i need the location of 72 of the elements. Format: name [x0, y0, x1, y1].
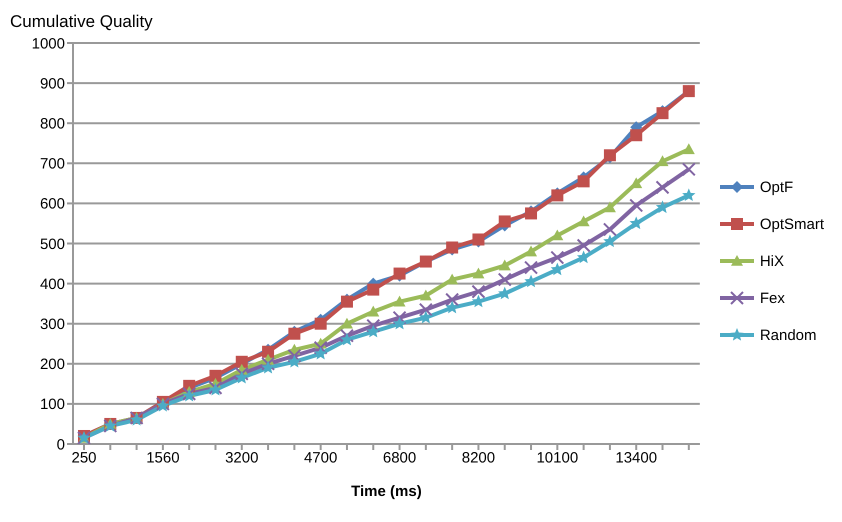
point	[498, 272, 512, 287]
point	[630, 129, 642, 142]
x-tick-label: 3200	[225, 450, 258, 467]
point	[630, 216, 643, 230]
y-tick-label: 0	[56, 436, 65, 454]
point	[682, 188, 696, 202]
point	[603, 234, 617, 248]
point	[340, 332, 354, 346]
point	[682, 162, 696, 176]
point	[445, 292, 460, 307]
point	[392, 316, 406, 330]
legend-label: OptF	[760, 178, 794, 196]
x-axis-title: Time (ms)	[351, 483, 422, 500]
y-tick-label: 200	[40, 356, 65, 374]
point	[576, 250, 590, 264]
x-tick-label: 10100	[536, 450, 578, 467]
point	[419, 310, 433, 324]
point	[604, 201, 616, 212]
point	[472, 233, 484, 246]
point	[287, 348, 302, 363]
point	[602, 222, 617, 236]
point	[420, 290, 432, 300]
y-tick-label: 100	[40, 396, 65, 414]
x-tick-label: 4700	[304, 450, 338, 467]
point	[288, 354, 302, 368]
point	[682, 143, 695, 154]
y-tick-label: 700	[40, 156, 65, 173]
legend-label: Random	[760, 326, 817, 344]
point	[550, 250, 564, 265]
point	[367, 284, 380, 296]
point	[366, 318, 380, 333]
point	[314, 318, 327, 330]
x-tick-label: 250	[71, 450, 97, 467]
point	[498, 215, 511, 228]
point	[367, 306, 380, 316]
point	[576, 238, 591, 253]
point	[261, 360, 275, 374]
y-tick-label: 1000	[32, 35, 65, 52]
x-tick-label: 6800	[382, 450, 416, 467]
point	[471, 284, 486, 299]
point	[314, 340, 328, 355]
point	[629, 198, 644, 212]
y-tick-label: 400	[40, 276, 65, 293]
point	[498, 260, 511, 270]
y-tick-label: 500	[40, 236, 65, 253]
x-tick-label: 1560	[146, 450, 180, 467]
point	[261, 356, 276, 371]
point	[340, 328, 354, 343]
point	[234, 366, 249, 381]
legend-label: Fex	[760, 290, 785, 306]
y-axis-title: Cumulative Quality	[10, 12, 153, 32]
x-tick-label: 13400	[615, 450, 658, 467]
y-tick-label: 900	[40, 75, 65, 92]
point	[392, 310, 407, 325]
point	[445, 300, 459, 314]
x-tick-label: 8200	[462, 450, 496, 467]
point	[394, 296, 406, 306]
y-tick-label: 600	[40, 196, 65, 213]
point	[314, 346, 328, 360]
y-tick-label: 800	[40, 116, 65, 133]
point	[418, 302, 433, 317]
point	[235, 370, 248, 384]
legend-label: HiX	[760, 252, 784, 270]
point	[578, 175, 590, 188]
point	[656, 180, 670, 194]
point	[472, 268, 484, 278]
point	[524, 260, 538, 275]
point	[525, 246, 538, 256]
legend-label: OptSmart	[760, 216, 824, 232]
y-tick-label: 300	[40, 316, 65, 334]
point	[366, 324, 380, 338]
point	[578, 215, 590, 226]
